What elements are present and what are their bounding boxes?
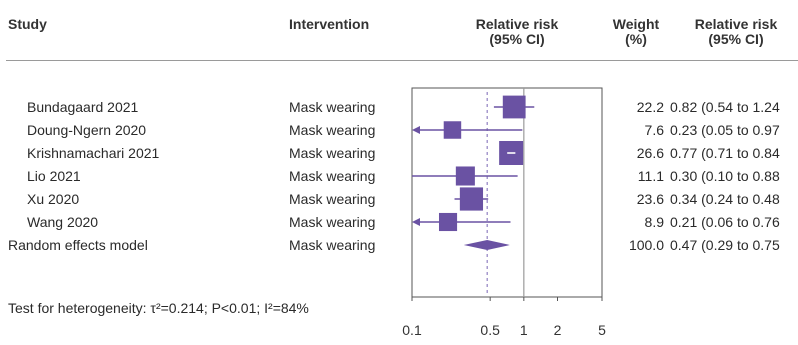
- study-name: Wang 2020: [27, 214, 99, 230]
- study-name: Doung-Ngern 2020: [27, 122, 147, 138]
- study-name: Bundagaard 2021: [27, 99, 139, 115]
- summary-diamond: [463, 240, 510, 250]
- summary-relative-risk-text: 0.47 (0.29 to 0.75: [670, 237, 780, 253]
- relative-risk-text: 0.77 (0.71 to 0.84: [670, 145, 780, 161]
- point-estimate-square: [459, 187, 484, 211]
- header-relative-risk-plot: Relative risk (95% CI): [432, 17, 602, 47]
- header-rule: [6, 60, 798, 61]
- weight-value: 26.6: [636, 145, 664, 161]
- intervention-label: Mask wearing: [289, 122, 376, 138]
- header-study: Study: [8, 16, 47, 32]
- heterogeneity-test: Test for heterogeneity: τ²=0.214; P<0.01…: [8, 300, 309, 316]
- point-estimate-square: [455, 166, 475, 186]
- weight-value: 22.2: [636, 99, 664, 115]
- intervention-label: Mask wearing: [289, 99, 376, 115]
- ci-arrow-left: [412, 126, 420, 134]
- study-name: Krishnamachari 2021: [27, 145, 160, 161]
- relative-risk-text: 0.21 (0.06 to 0.76: [670, 214, 780, 230]
- header-relative-risk-text-line2: (95% CI): [708, 31, 764, 47]
- weight-value: 7.6: [644, 122, 664, 138]
- header-relative-risk-plot-line2: (95% CI): [489, 31, 545, 47]
- x-axis-tick-label: 0.5: [480, 322, 500, 338]
- point-estimate-square: [438, 212, 458, 232]
- x-axis-tick-label: 5: [598, 322, 606, 338]
- intervention-label: Mask wearing: [289, 145, 376, 161]
- header-weight-line2: (%): [625, 31, 647, 47]
- point-estimate-square: [502, 95, 526, 119]
- x-axis-tick-label: 1: [520, 322, 528, 338]
- point-estimate-square: [443, 121, 462, 139]
- header-relative-risk-plot-line1: Relative risk: [475, 16, 559, 32]
- weight-value: 23.6: [636, 191, 664, 207]
- summary-model-name: Random effects model: [8, 237, 148, 253]
- intervention-label: Mask wearing: [289, 214, 376, 230]
- header-relative-risk-text: Relative risk (95% CI): [678, 17, 794, 47]
- study-name: Lio 2021: [27, 168, 81, 184]
- x-axis-tick-label: 0.1: [402, 322, 422, 338]
- intervention-label: Mask wearing: [289, 168, 376, 184]
- header-weight-line1: Weight: [612, 16, 660, 32]
- summary-weight-value: 100.0: [628, 237, 664, 253]
- plot-frame: [411, 87, 603, 298]
- summary-intervention-label: Mask wearing: [289, 237, 376, 253]
- relative-risk-text: 0.34 (0.24 to 0.48: [670, 191, 780, 207]
- header-weight: Weight (%): [601, 17, 671, 47]
- header-intervention: Intervention: [289, 16, 370, 32]
- relative-risk-text: 0.30 (0.10 to 0.88: [670, 168, 780, 184]
- weight-value: 11.1: [637, 168, 664, 184]
- relative-risk-text: 0.23 (0.05 to 0.97: [670, 122, 780, 138]
- study-name: Xu 2020: [27, 191, 80, 207]
- x-axis-tick-label: 2: [554, 322, 562, 338]
- weight-value: 8.9: [644, 214, 664, 230]
- intervention-label: Mask wearing: [289, 191, 376, 207]
- relative-risk-text: 0.82 (0.54 to 1.24: [670, 99, 780, 115]
- header-relative-risk-text-line1: Relative risk: [694, 16, 778, 32]
- ci-arrow-left: [412, 218, 420, 226]
